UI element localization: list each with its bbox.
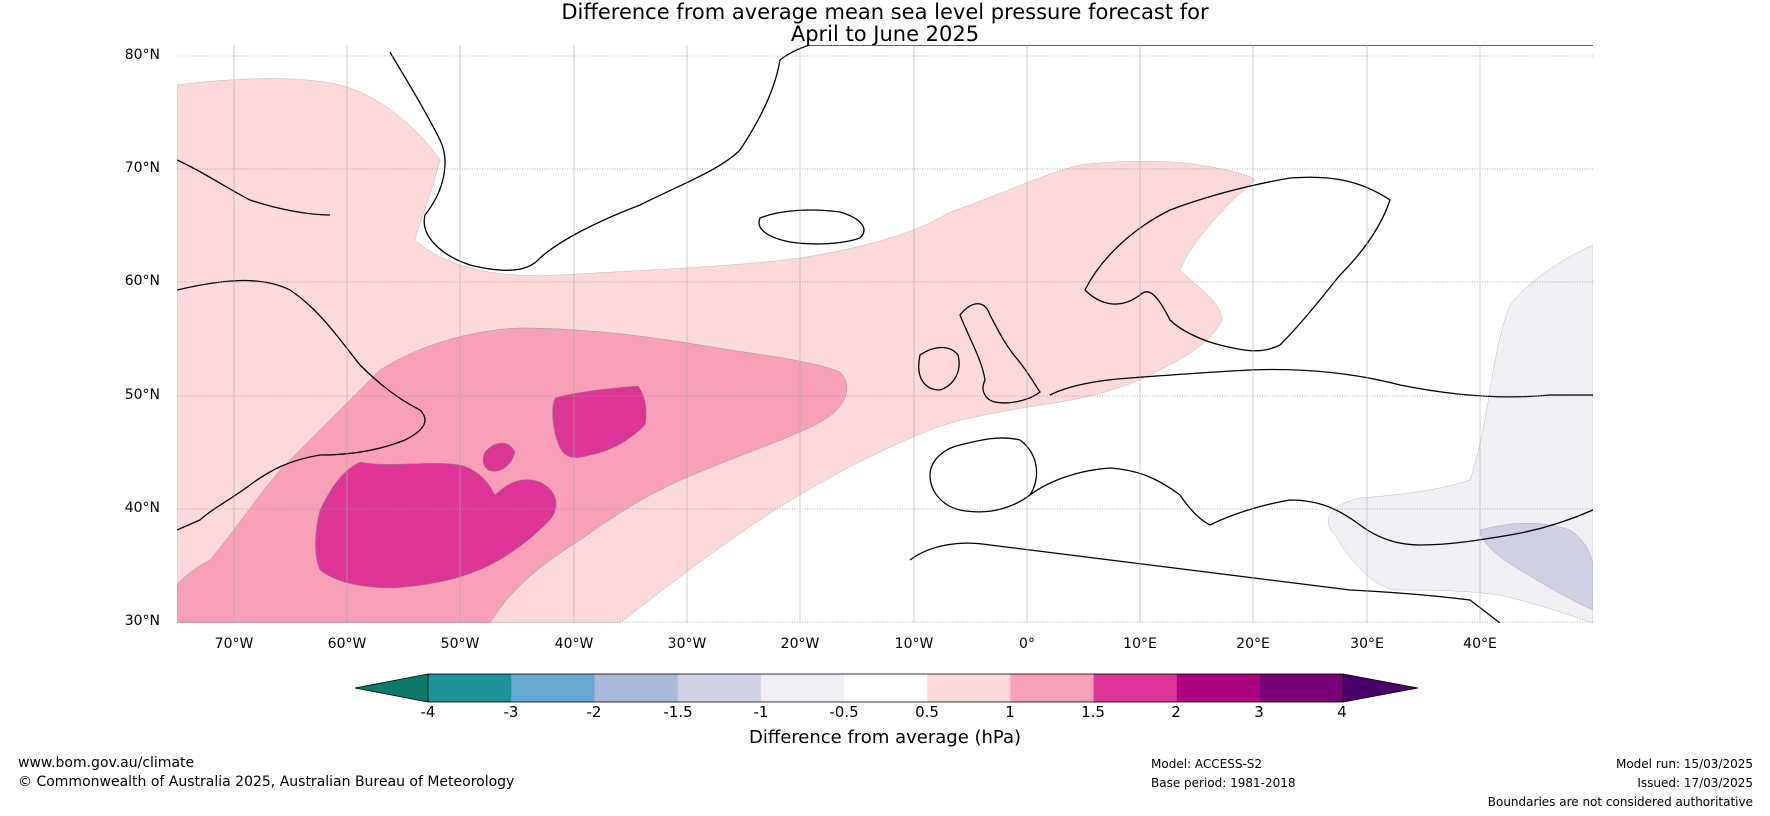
map-title-line-1: Difference from average mean sea level p… bbox=[561, 0, 1209, 24]
lon-label-50w: 50°W bbox=[440, 636, 480, 652]
landmass-iceland bbox=[758, 209, 865, 245]
lat-label-70n: 70°N bbox=[124, 160, 160, 176]
map-panel bbox=[177, 45, 1593, 623]
lon-label-40w: 40°W bbox=[554, 636, 594, 652]
lon-label-70w: 70°W bbox=[214, 636, 254, 652]
footer-model-run: Model run: 15/03/2025 bbox=[1615, 757, 1753, 771]
lon-label-0: 0° bbox=[1019, 636, 1035, 652]
footer-model: Model: ACCESS-S2 bbox=[1151, 757, 1263, 771]
landmass-africa bbox=[909, 542, 1501, 623]
colorbar-segment bbox=[511, 674, 595, 702]
colorbar-label: Difference from average (hPa) bbox=[748, 727, 1022, 748]
map-title-line-2: April to June 2025 bbox=[790, 22, 980, 46]
lon-label-20e: 20°E bbox=[1236, 636, 1270, 652]
lat-label-80n: 80°N bbox=[124, 47, 160, 63]
lon-label-10w: 10°W bbox=[894, 636, 934, 652]
lon-label-30e: 30°E bbox=[1350, 636, 1384, 652]
colorbar-tick-label: -3 bbox=[503, 703, 519, 721]
anomaly-region-light-blue bbox=[1479, 523, 1593, 611]
footer-base-period: Base period: 1981-2018 bbox=[1151, 776, 1296, 790]
lon-label-10e: 10°E bbox=[1123, 636, 1157, 652]
colorbar-arrow-low bbox=[354, 673, 429, 703]
colorbar-tick-label: 0.5 bbox=[915, 703, 939, 721]
lat-label-50n: 50°N bbox=[124, 387, 160, 403]
landmass-europe bbox=[929, 368, 1593, 546]
lat-label-60n: 60°N bbox=[124, 273, 160, 289]
footer-disclaimer: Boundaries are not considered authoritat… bbox=[1487, 795, 1753, 809]
colorbar-tick-label: 1 bbox=[1005, 703, 1015, 721]
colorbar-tick-label: -0.5 bbox=[829, 703, 859, 721]
landmass-ireland bbox=[918, 346, 960, 391]
landmass-scandinavia bbox=[1084, 176, 1391, 352]
colorbar-tick-label: -1.5 bbox=[663, 703, 693, 721]
colorbar-segment bbox=[927, 674, 1011, 702]
colorbar-tick-label: 1.5 bbox=[1081, 703, 1105, 721]
coastlines bbox=[177, 45, 1593, 623]
colorbar-segment bbox=[594, 674, 679, 702]
colorbar-tick-label: -2 bbox=[586, 703, 602, 721]
colorbar-segment bbox=[1176, 674, 1261, 702]
colorbar bbox=[354, 673, 1419, 703]
lon-label-60w: 60°W bbox=[327, 636, 367, 652]
footer-issued: Issued: 17/03/2025 bbox=[1637, 776, 1753, 790]
colorbar-tick-label: -1 bbox=[753, 703, 769, 721]
landmass-greenland bbox=[389, 45, 1593, 271]
colorbar-segment bbox=[1093, 674, 1178, 702]
colorbar-tick-label: 4 bbox=[1337, 703, 1347, 721]
anomaly-region-magenta-blob bbox=[482, 442, 516, 472]
colorbar-tick-label: 3 bbox=[1254, 703, 1264, 721]
footer-website: www.bom.gov.au/climate bbox=[18, 755, 195, 771]
anomaly-region-magenta-north bbox=[552, 385, 647, 458]
colorbar-tick-label: 2 bbox=[1171, 703, 1181, 721]
anomaly-region-magenta-west bbox=[315, 461, 557, 589]
landmass-north-america bbox=[177, 159, 426, 531]
colorbar-tick-label: -4 bbox=[420, 703, 436, 721]
lat-label-30n: 30°N bbox=[124, 613, 160, 629]
colorbar-segment bbox=[1010, 674, 1095, 702]
colorbar-segment bbox=[677, 674, 762, 702]
landmass-great-britain bbox=[959, 303, 1041, 404]
meridians bbox=[233, 45, 1481, 623]
colorbar-arrow-high bbox=[1342, 673, 1419, 703]
lon-label-20w: 20°W bbox=[780, 636, 820, 652]
colorbar-segment bbox=[844, 674, 928, 702]
colorbar-segment bbox=[428, 674, 512, 702]
lon-label-40e: 40°E bbox=[1463, 636, 1497, 652]
footer-copyright: © Commonwealth of Australia 2025, Austra… bbox=[18, 774, 515, 790]
lat-label-40n: 40°N bbox=[124, 500, 160, 516]
lon-label-30w: 30°W bbox=[667, 636, 707, 652]
gridlines bbox=[177, 55, 1593, 623]
colorbar-segment bbox=[760, 674, 845, 702]
colorbar-segment bbox=[1260, 674, 1344, 702]
